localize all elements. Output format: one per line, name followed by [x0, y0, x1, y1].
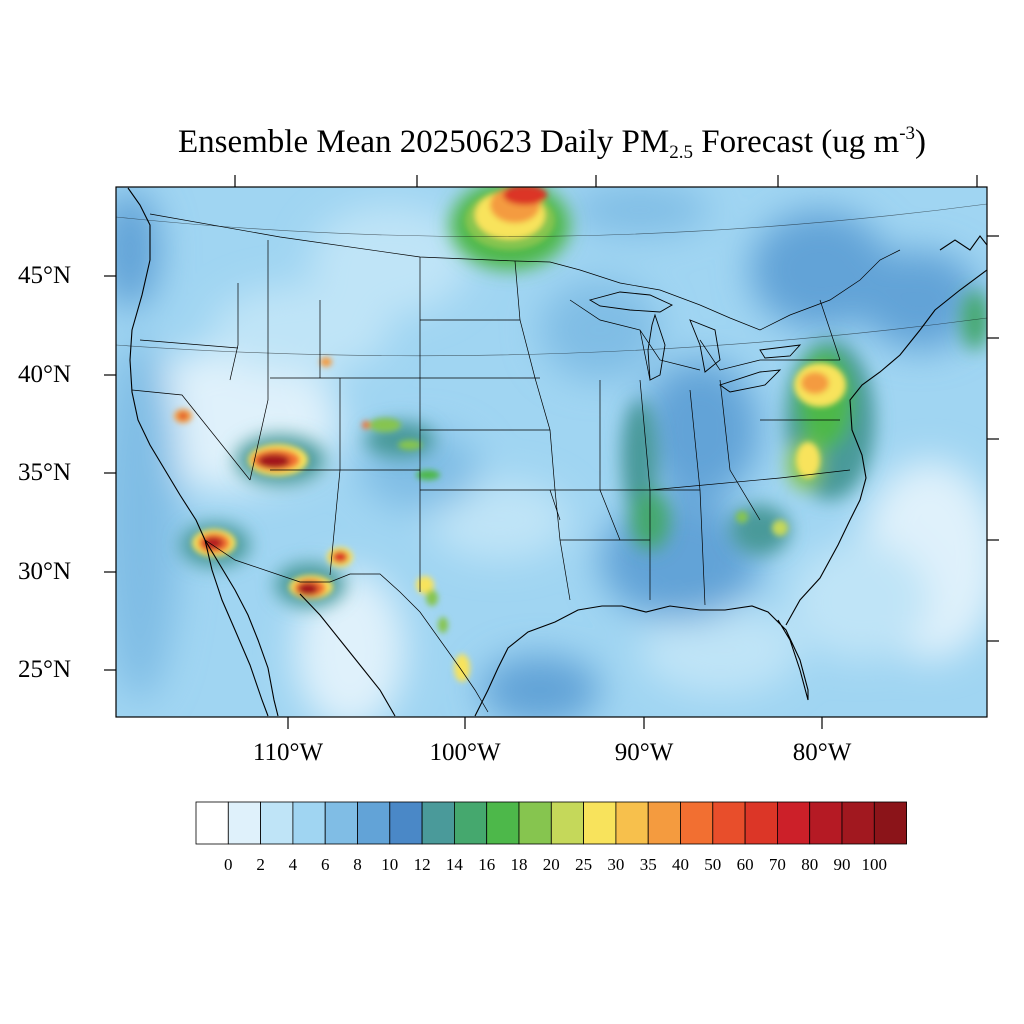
colorbar-swatch: [647, 801, 681, 845]
title-mid: Forecast (ug m: [693, 124, 900, 160]
colorbar-swatch: [809, 801, 843, 845]
colorbar-swatch: [518, 801, 552, 845]
colorbar-swatch: [550, 801, 584, 845]
colorbar-swatch: [292, 801, 326, 845]
colorbar-tick-label: 12: [413, 855, 431, 874]
colorbar-tick-label: 10: [381, 855, 399, 874]
colorbar-tick-label: 8: [353, 855, 362, 874]
colorbar-swatch: [324, 801, 358, 845]
map-frame: [115, 186, 988, 718]
colorbar-tick-label: 0: [224, 855, 233, 874]
map-title: Ensemble Mean 20250623 Daily PM2.5 Forec…: [0, 112, 1024, 175]
colorbar-tick-label: 30: [607, 855, 625, 874]
colorbar-tick-label: 80: [801, 855, 819, 874]
colorbar-swatch: [680, 801, 714, 845]
state-borders: [131, 213, 901, 713]
colorbar: [195, 801, 907, 845]
colorbar-tick-label: 2: [256, 855, 265, 874]
lat-label-35: 35°N: [18, 459, 72, 486]
colorbar-swatch: [357, 801, 391, 845]
colorbar-tick-label: 25: [575, 855, 593, 874]
colorbar-swatch: [583, 801, 617, 845]
colorbar-swatch: [777, 801, 811, 845]
lon-label-80w: 80°W: [792, 739, 852, 766]
colorbar-tick-label: 60: [736, 855, 754, 874]
axis-ticks: [104, 175, 999, 729]
colorbar-swatch: [453, 801, 488, 845]
colorbar-tick-label: 16: [478, 855, 496, 874]
colorbar-swatch: [195, 801, 229, 845]
colorbar-tick-label: 40: [672, 855, 689, 874]
colorbar-tick-label: 14: [445, 855, 463, 874]
colorbar-swatch: [260, 801, 294, 845]
lon-label-110w: 110°W: [252, 739, 324, 766]
colorbar-tick-label: 6: [320, 855, 330, 874]
title-main: Ensemble Mean 20250623 Daily PM: [177, 124, 670, 160]
graticule: [116, 203, 987, 357]
colorbar-swatch: [744, 801, 778, 845]
colorbar-swatch: [841, 801, 875, 845]
lon-label-100w: 100°W: [429, 739, 501, 766]
colorbar-swatch: [712, 801, 746, 845]
colorbar-tick-label: 100: [861, 855, 888, 874]
colorbar-swatch: [486, 801, 520, 845]
colorbar-tick-label: 4: [288, 855, 298, 874]
colorbar-tick-label: 20: [542, 855, 560, 874]
lat-label-45: 45°N: [18, 262, 72, 289]
colorbar-swatch: [227, 801, 262, 845]
lat-label-25: 25°N: [18, 656, 72, 683]
colorbar-tick-label: 50: [704, 855, 722, 874]
title-end: ): [915, 124, 927, 160]
colorbar-swatch: [873, 801, 907, 845]
colorbar-swatch: [421, 801, 455, 845]
colorbar-tick-label: 90: [833, 855, 851, 874]
great-lakes: [588, 291, 802, 393]
colorbar-swatch: [389, 801, 423, 845]
colorbar-tick-label: 35: [639, 855, 657, 874]
lat-label-40: 40°N: [18, 361, 72, 388]
colorbar-tick-label: 70: [768, 855, 786, 874]
coastlines: [127, 187, 987, 717]
lat-label-30: 30°N: [18, 558, 72, 585]
concentration-field: [116, 187, 987, 717]
colorbar-tick-label: 18: [510, 855, 528, 874]
title-subscript: 2.5: [669, 142, 693, 163]
colorbar-swatch: [615, 801, 649, 845]
title-superscript: -3: [899, 123, 916, 144]
lon-label-90w: 90°W: [614, 739, 674, 766]
